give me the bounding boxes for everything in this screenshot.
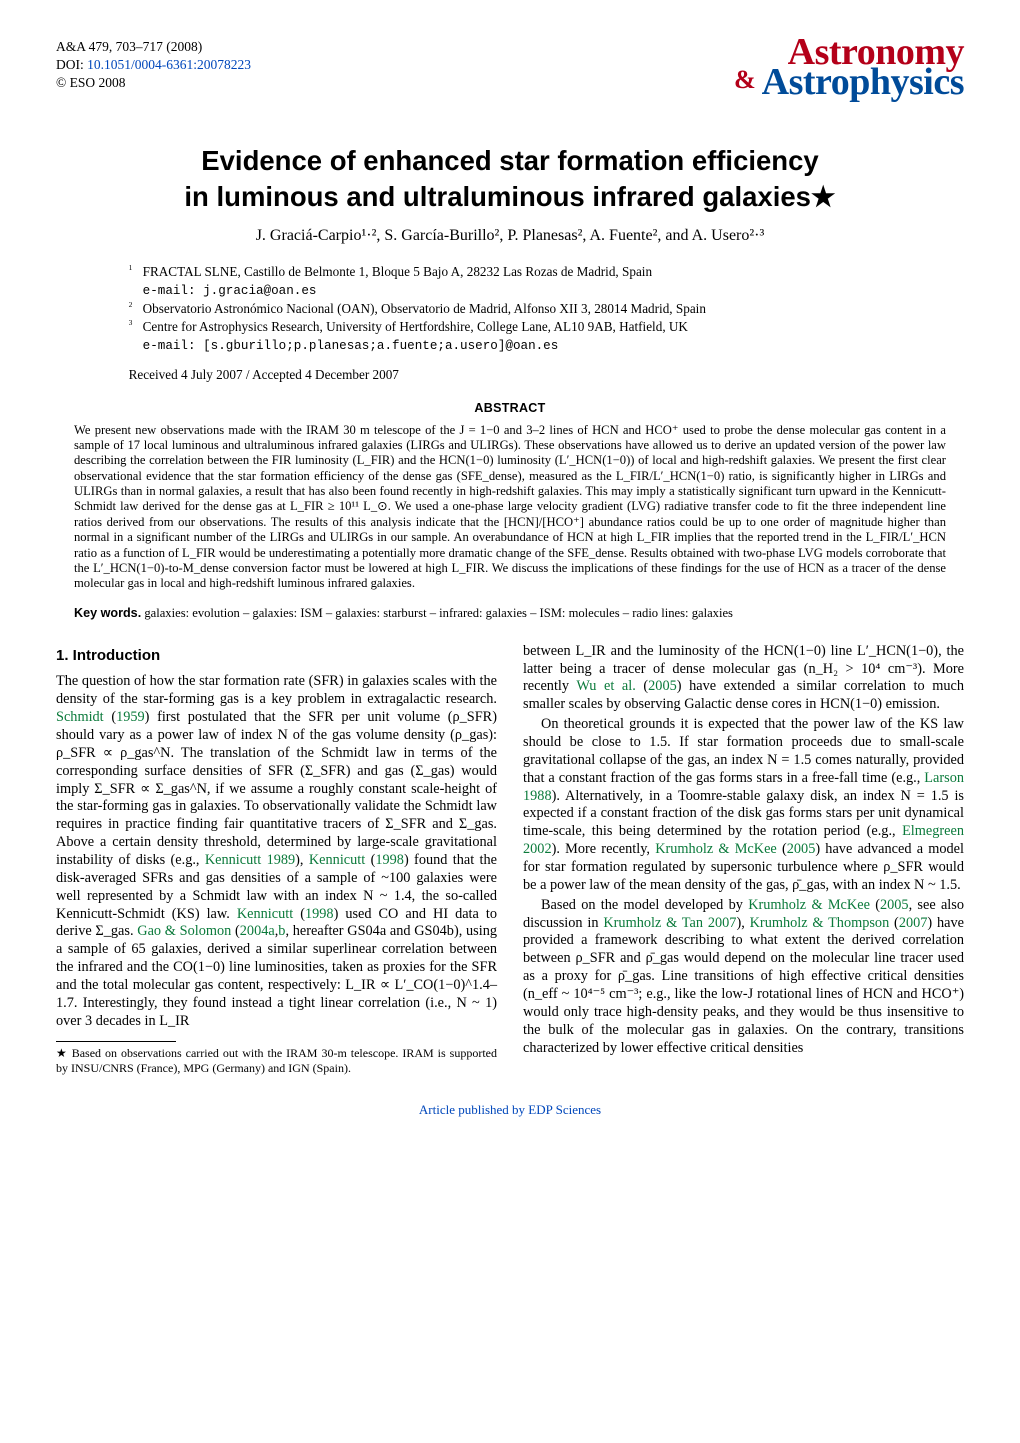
logo-line2: Astrophysics (762, 61, 964, 103)
citation[interactable]: Wu et al. (576, 678, 635, 694)
journal-meta: A&A 479, 703–717 (2008) DOI: 10.1051/000… (56, 38, 251, 93)
body-text: ) have provided a framework describing t… (523, 915, 964, 1056)
body-text: ), (736, 915, 749, 931)
body-text: ( (231, 923, 239, 939)
citation[interactable]: Kennicutt 1989 (205, 852, 295, 868)
body-text: ( (870, 897, 880, 913)
footnote: ★ Based on observations carried out with… (56, 1046, 497, 1076)
body-text: ( (636, 678, 648, 694)
abstract: We present new observations made with th… (74, 423, 946, 592)
citation-year[interactable]: 2004a (240, 923, 275, 939)
authors: J. Graciá-Carpio¹·², S. García-Burillo²,… (56, 227, 964, 245)
body-text: ). More recently, (552, 841, 656, 857)
body-text: ), (295, 852, 309, 868)
affiliations: 1 FRACTAL SLNE, Castillo de Belmonte 1, … (129, 263, 892, 354)
body-text: On theoretical grounds it is expected th… (523, 716, 964, 786)
abstract-heading: ABSTRACT (56, 401, 964, 415)
citation[interactable]: Krumholz & Thompson (750, 915, 890, 931)
affil-num: 2 (129, 300, 133, 309)
affil-num: 3 (129, 318, 133, 327)
citation-year[interactable]: 2005 (880, 897, 909, 913)
citation[interactable]: Krumholz & McKee (655, 841, 777, 857)
body-text: ) first postulated that the SFR per unit… (56, 709, 497, 868)
body-text: ( (889, 915, 899, 931)
doi-label: DOI: (56, 57, 87, 72)
citation-year[interactable]: 1998 (375, 852, 404, 868)
affil-text: FRACTAL SLNE, Castillo de Belmonte 1, Bl… (143, 264, 652, 279)
affil-num: 1 (129, 263, 133, 272)
logo-amp: & (734, 65, 756, 94)
keywords-text: galaxies: evolution – galaxies: ISM – ga… (141, 606, 733, 620)
citation[interactable]: Kennicutt (237, 906, 293, 922)
citation-year[interactable]: 2007 (899, 915, 928, 931)
left-column: 1. Introduction The question of how the … (56, 643, 497, 1076)
body-text: ( (293, 906, 305, 922)
keywords-label: Key words. (74, 606, 141, 620)
citation[interactable]: Schmidt (56, 709, 104, 725)
citation[interactable]: Gao & Solomon (137, 923, 231, 939)
doi-link[interactable]: 10.1051/0004-6361:20078223 (87, 57, 251, 72)
affil-email: e-mail: j.gracia@oan.es (143, 284, 317, 298)
body-text: Based on the model developed by (541, 897, 748, 913)
affil-email: e-mail: [s.gburillo;p.planesas;a.fuente;… (143, 339, 559, 353)
citation[interactable]: Krumholz & McKee (748, 897, 870, 913)
citation-year[interactable]: 1959 (116, 709, 145, 725)
section-heading: 1. Introduction (56, 647, 497, 666)
body-text: ( (104, 709, 116, 725)
body-text: ( (777, 841, 787, 857)
citation[interactable]: Kennicutt (309, 852, 365, 868)
citation[interactable]: Krumholz & Tan 2007 (603, 915, 736, 931)
footnote-rule (56, 1041, 176, 1042)
body-text: ). Alternatively, in a Toomre-stable gal… (523, 788, 964, 840)
body-text: The question of how the star formation r… (56, 673, 497, 707)
right-column: between L_IR and the luminosity of the H… (523, 643, 964, 1076)
body-text: ( (365, 852, 375, 868)
affil-text: Observatorio Astronómico Nacional (OAN),… (143, 301, 706, 316)
footer-link[interactable]: Article published by EDP Sciences (419, 1102, 601, 1117)
citation-year[interactable]: 2005 (648, 678, 677, 694)
title-line2: in luminous and ultraluminous infrared g… (56, 181, 964, 213)
journal-logo: Astronomy &Astrophysics (734, 38, 964, 97)
citation-year[interactable]: 1998 (305, 906, 334, 922)
copyright-line: © ESO 2008 (56, 74, 251, 92)
title-line1: Evidence of enhanced star formation effi… (56, 145, 964, 177)
citation-year[interactable]: 2005 (787, 841, 816, 857)
journal-line: A&A 479, 703–717 (2008) (56, 38, 251, 56)
dates: Received 4 July 2007 / Accepted 4 Decemb… (129, 367, 892, 383)
keywords: Key words. galaxies: evolution – galaxie… (74, 606, 946, 621)
affil-text: Centre for Astrophysics Research, Univer… (143, 319, 688, 334)
